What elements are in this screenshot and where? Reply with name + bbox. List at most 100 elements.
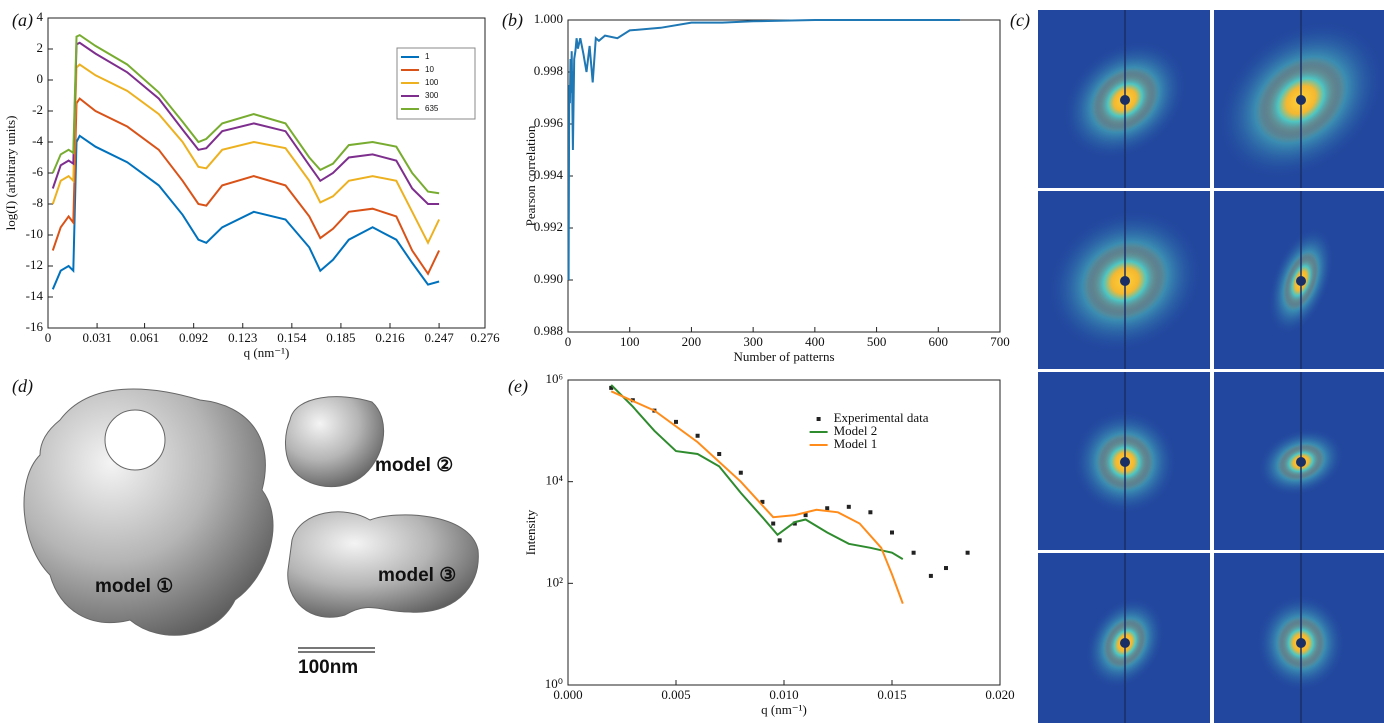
x-tick-label: 0.092 [179,330,208,345]
x-tick-label: 300 [743,334,763,349]
x-tick-label: 0.216 [375,330,405,345]
data-point [777,538,782,543]
x-tick-label: 500 [867,334,887,349]
y-tick-label: 0.994 [534,167,564,182]
y-tick-label: 0.996 [534,115,564,130]
series-line [567,19,960,281]
data-point [674,419,678,424]
data-point [695,433,700,438]
beam-center [1120,276,1130,286]
data-point [868,510,873,515]
series-line [51,41,440,205]
data-point [717,452,722,457]
x-tick-label: 200 [682,334,702,349]
beam-center [1296,457,1306,467]
series-line [51,33,440,195]
plot-frame [567,19,1001,333]
y-axis-label: Pearson correlation [523,125,538,226]
y-tick-label: -10 [26,226,43,241]
y-tick-label: -8 [32,195,43,210]
y-tick-label: -12 [26,257,43,272]
series-line [610,390,904,604]
y-tick-label: -14 [26,288,44,303]
x-tick-label: 0.276 [470,330,500,345]
beam-center [1296,638,1306,648]
data-point [792,521,797,526]
beam-center [1120,95,1130,105]
x-tick-label: 400 [805,334,825,349]
y-tick-label: 0.990 [534,271,563,286]
y-axis-label: Intensity [523,509,538,555]
legend-label: 100 [425,78,439,87]
y-tick-label: 10⁶ [545,371,563,386]
panel-label: (e) [508,376,528,397]
y-tick-label: 2 [37,40,44,55]
data-point [890,530,894,535]
x-tick-label: 0.154 [277,330,307,345]
y-tick-label: 10² [546,574,563,589]
data-point [609,385,614,390]
legend-label: 10 [425,65,434,74]
model-label: model ① [95,576,173,597]
panel-label: (d) [12,376,33,397]
beam-center [1120,638,1130,648]
x-tick-label: 0.010 [769,687,798,702]
x-axis-label: q (nm⁻¹) [244,345,290,360]
legend-label: 635 [425,104,439,113]
beam-center [1296,95,1306,105]
data-point [965,550,970,555]
series-line [51,134,440,290]
y-tick-label: -2 [32,102,43,117]
model-label: model ② [375,455,453,476]
x-tick-label: 700 [990,334,1010,349]
y-tick-label: 0.988 [534,323,563,338]
x-tick-label: 0.247 [424,330,454,345]
model-drawings [23,388,479,653]
legend-label: 1 [425,52,430,61]
data-point [944,566,948,571]
x-tick-label: 0.031 [82,330,111,345]
series-line [610,384,904,560]
data-point [803,513,808,518]
data-point [771,521,776,526]
panel-label: (a) [12,10,33,31]
x-axis-label: q (nm⁻¹) [761,702,807,717]
beam-center [1120,457,1130,467]
y-tick-label: 4 [37,9,44,24]
x-tick-label: 0.185 [326,330,355,345]
series-line [51,97,441,276]
scale-bar-label: 100nm [298,657,358,678]
x-tick-label: 0.005 [661,687,690,702]
model-label: model ③ [378,565,456,586]
plot-frame [567,379,1001,686]
y-tick-label: 10⁴ [545,473,563,488]
y-tick-label: 1.000 [534,11,563,26]
y-tick-label: -16 [26,319,44,334]
legend-label: Experimental data [834,410,929,425]
data-point [911,550,916,555]
legend-label: Model 2 [834,423,878,438]
x-axis-label: Number of patterns [733,349,834,364]
y-tick-label: -6 [32,164,43,179]
y-tick-label: 0 [37,71,44,86]
data-point [846,504,851,509]
x-tick-label: 0.015 [877,687,906,702]
data-point [760,499,765,504]
panel-label: (c) [1010,10,1030,31]
legend-swatch [816,417,821,421]
x-tick-label: 100 [620,334,640,349]
y-axis-label: log(I) (arbitrary units) [3,116,18,231]
legend-label: Model 1 [834,436,878,451]
x-tick-label: 0.123 [228,330,257,345]
x-tick-label: 0 [45,330,52,345]
y-tick-label: -4 [32,133,43,148]
x-tick-label: 0.061 [130,330,159,345]
x-tick-label: 0 [565,334,572,349]
y-tick-label: 0.998 [534,63,563,78]
x-tick-label: 0.000 [553,687,582,702]
panel-label: (b) [502,10,523,31]
beam-center [1296,276,1306,286]
data-point [738,470,743,475]
legend-label: 300 [425,91,439,100]
